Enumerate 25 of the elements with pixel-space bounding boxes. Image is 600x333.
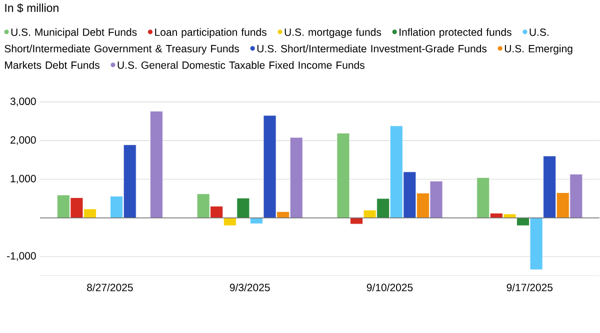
text: In $ million xyxy=(5,3,58,13)
text: U.S. xyxy=(530,28,548,36)
x-tick-label: 9/10/2025 xyxy=(366,284,413,292)
bar xyxy=(150,111,163,218)
legend-label: U.S. General Domestic Taxable Fixed Income Funds xyxy=(118,61,364,69)
text: U.S. Emerging xyxy=(504,44,572,55)
bar xyxy=(336,133,350,218)
legend-label: U.S. mortgage funds xyxy=(284,28,382,38)
y-tick-label: 3,000 xyxy=(10,98,36,106)
legend-label: Inflation protected funds xyxy=(400,28,512,38)
legend-label: Loan participation funds xyxy=(155,28,266,38)
y-tick-label: -1,000 xyxy=(7,252,36,261)
text: Short/Intermediate Government & Treasury Funds xyxy=(4,44,240,55)
bar xyxy=(350,218,363,224)
legend-label: U.S. Short/Intermediate Investment-Grade Funds xyxy=(257,44,487,52)
x-tick-label: 8/27/2025 xyxy=(87,284,133,292)
x-tick-label: 9/17/2025 xyxy=(506,284,553,292)
y-tick-label: 2,000 xyxy=(10,136,36,146)
bar xyxy=(223,218,236,226)
bar xyxy=(236,198,250,218)
y-tick-label: 1,000 xyxy=(10,174,36,184)
text: Markets Debt Funds xyxy=(5,61,100,69)
bar xyxy=(250,218,263,224)
legend-label: U.S. Municipal Debt Funds xyxy=(11,28,137,38)
x-tick-label: 9/3/2025 xyxy=(230,284,270,292)
